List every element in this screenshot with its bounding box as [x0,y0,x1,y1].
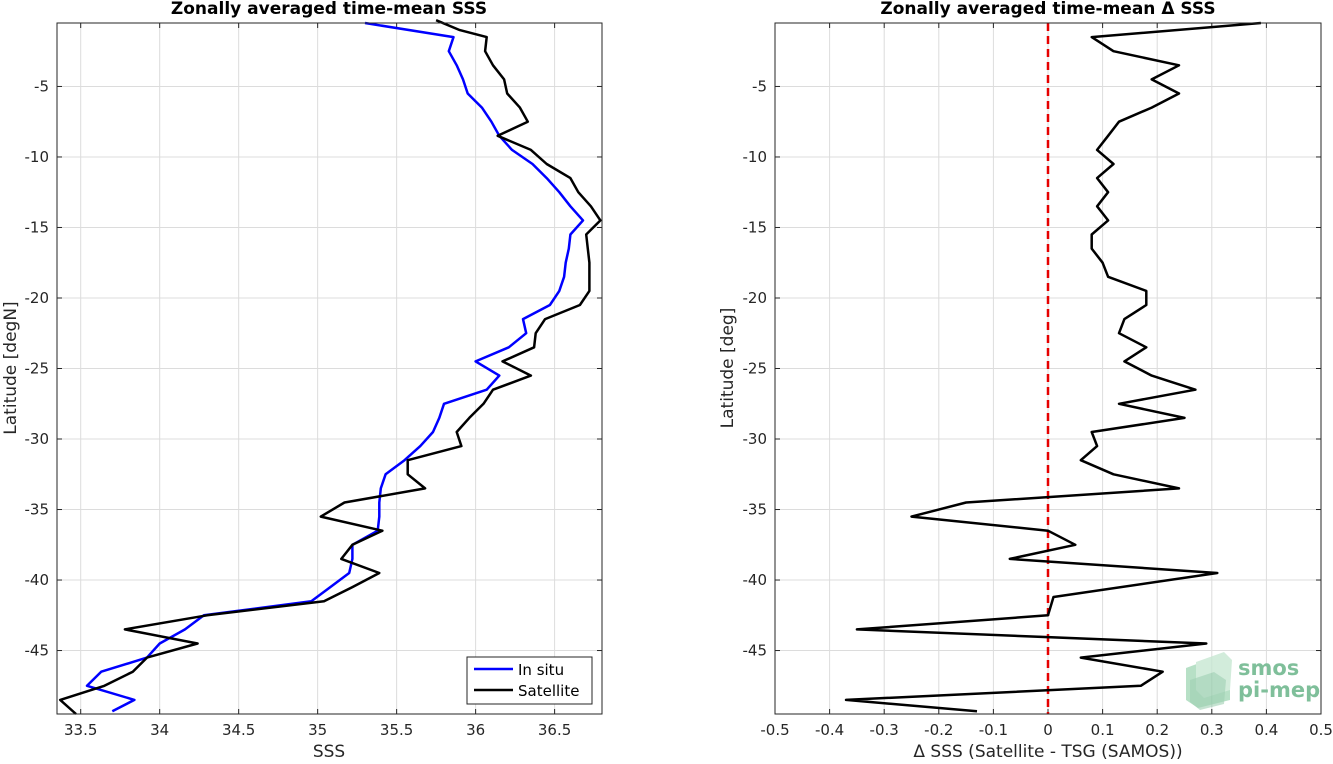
x-tick-label: 35 [308,721,327,739]
y-tick-label: -45 [25,642,50,660]
series-line-delta-sss [844,21,1262,713]
x-tick-label: 34 [150,721,169,739]
x-tick-label: -0.1 [979,721,1008,739]
right-chart-title: Zonally averaged time-mean Δ SSS [880,0,1215,19]
x-tick-label: 33.5 [64,721,97,739]
left-chart-panel: Zonally averaged time-mean SSS 33.5 34 34.… [1,0,603,762]
series-line-in-situ [85,21,585,713]
x-tick-label: 35.5 [380,721,413,739]
y-tick-label: -15 [743,218,768,236]
y-tick-label: -15 [25,218,50,236]
legend-label-satellite: Satellite [518,682,579,700]
x-tick-label: 0.1 [1091,721,1115,739]
y-tick-label: -35 [25,501,50,519]
y-tick-label: -25 [743,360,768,378]
x-tick-label: 34.5 [222,721,255,739]
y-tick-label: -30 [743,430,768,448]
y-tick-label: -40 [743,571,768,589]
right-plot-frame [774,22,1322,715]
left-x-axis-label: SSS [313,742,345,762]
y-tick-label: -35 [743,501,768,519]
x-tick-label: 36 [466,721,485,739]
right-x-axis-label: Δ SSS (Satellite - TSG (SAMOS)) [913,742,1182,762]
x-tick-label: 0.3 [1200,721,1224,739]
x-tick-label: -0.4 [815,721,844,739]
x-tick-label: 0 [1043,721,1053,739]
logo-text-smos: smos [1238,656,1299,680]
legend-label-in-situ: In situ [518,661,564,679]
x-tick-label: 0.2 [1145,721,1169,739]
y-tick-label: -5 [752,77,767,95]
legend-box [466,656,593,705]
x-tick-label: 0.5 [1309,721,1333,739]
y-tick-label: -45 [743,642,768,660]
left-plot-frame [56,22,603,715]
smos-pi-mep-logo: smos pi-mep [1186,652,1320,710]
y-tick-label: -30 [25,430,50,448]
left-y-axis-label: Latitude [degN] [1,301,21,434]
y-tick-label: -10 [25,148,50,166]
logo-mark-icon [1186,652,1232,710]
logo-text-pi-mep: pi-mep [1238,678,1320,702]
right-y-axis-label: Latitude [deg] [718,308,738,429]
y-tick-label: -10 [743,148,768,166]
x-tick-label: 36.5 [538,721,571,739]
series-line-satellite [58,19,602,715]
y-tick-label: -20 [25,289,50,307]
y-tick-label: -25 [25,360,50,378]
left-chart-title: Zonally averaged time-mean SSS [171,0,487,19]
x-tick-label: -0.5 [760,721,789,739]
x-tick-label: -0.3 [870,721,899,739]
legend: In situ Satellite [466,656,593,705]
y-tick-label: -20 [743,289,768,307]
x-tick-label: -0.2 [924,721,953,739]
right-chart-panel: Zonally averaged time-mean Δ SSS -0.5 -0.… [718,0,1333,762]
y-tick-label: -5 [34,77,49,95]
y-tick-label: -40 [25,571,50,589]
x-tick-label: 0.4 [1254,721,1278,739]
